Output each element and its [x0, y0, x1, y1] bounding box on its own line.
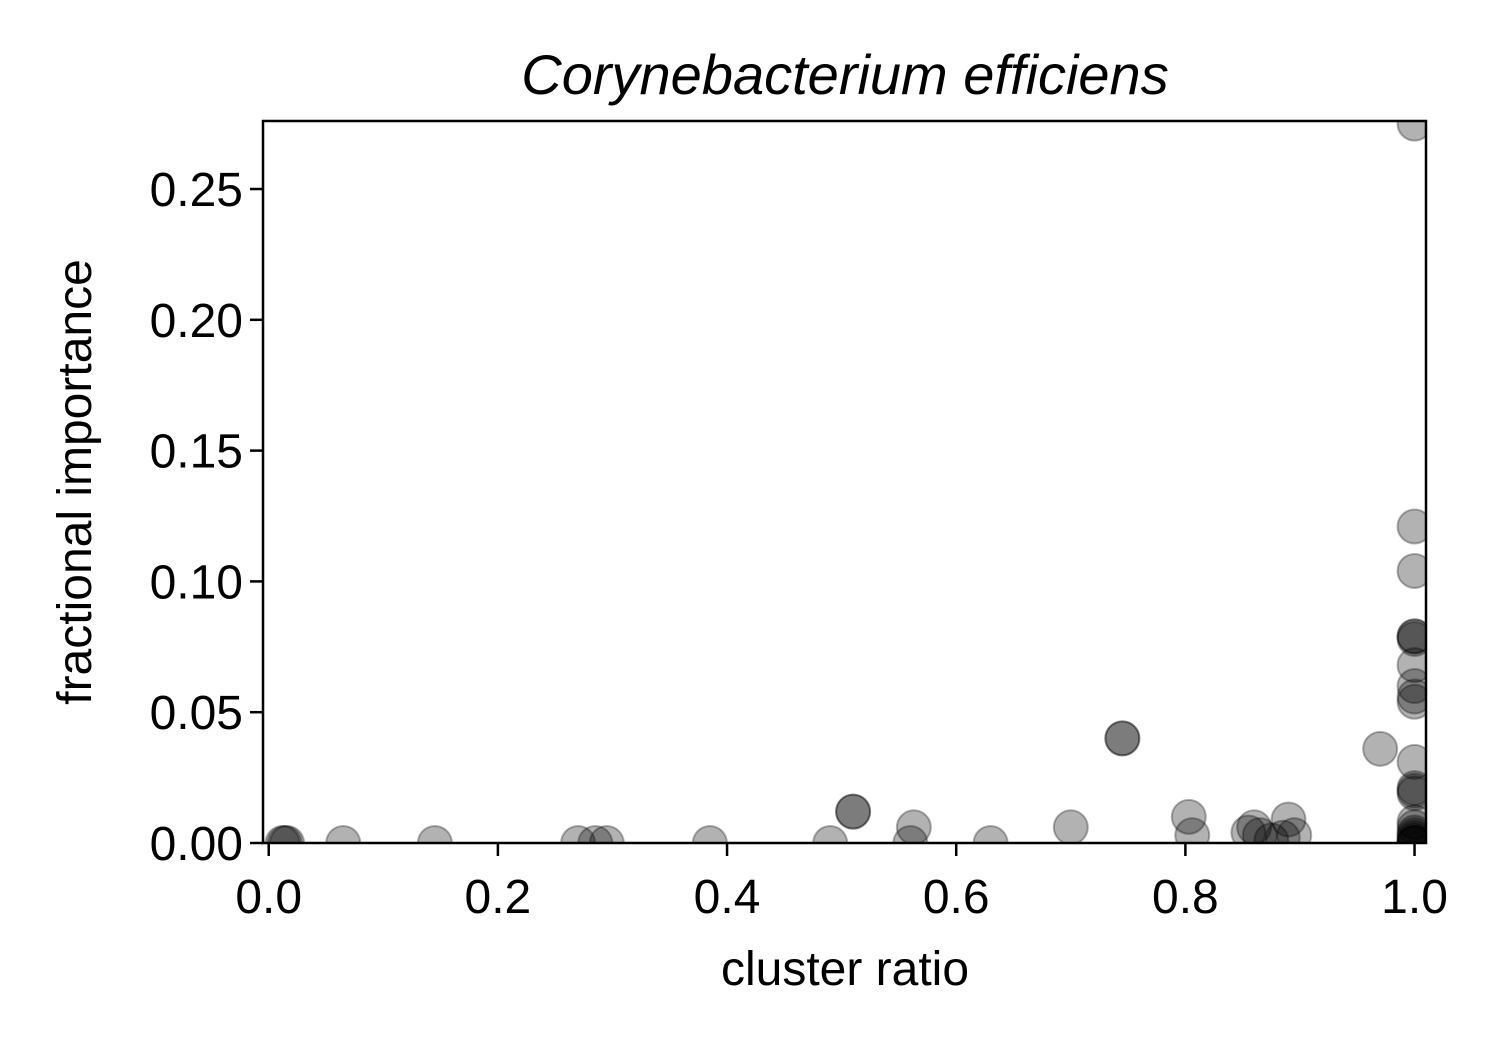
x-tick-label: 0.2	[465, 871, 532, 924]
data-point	[1104, 720, 1141, 757]
y-axis-ticks: 0.00 0.05 0.10 0.15 0.20 0.25	[150, 164, 263, 871]
x-tick-label: 0.4	[694, 871, 761, 924]
data-point	[1396, 772, 1426, 809]
data-point	[1396, 819, 1426, 843]
data-point	[1396, 743, 1426, 780]
data-point	[1396, 678, 1426, 715]
data-point	[1396, 814, 1426, 843]
data-point	[1396, 508, 1426, 545]
data-point	[1236, 809, 1273, 843]
x-tick-label: 0.0	[235, 871, 302, 924]
plot-frame	[261, 119, 1428, 845]
data-point	[1396, 683, 1426, 720]
x-axis-ticks: 0.0 0.2 0.4 0.6 0.8 1.0	[235, 843, 1448, 924]
y-tick-label: 0.05	[150, 687, 243, 740]
data-point	[269, 825, 306, 843]
data-point	[1241, 817, 1278, 843]
x-axis-label: cluster ratio	[721, 943, 969, 996]
data-point	[588, 825, 625, 843]
data-point	[1396, 822, 1426, 843]
data-point	[835, 793, 872, 830]
data-point	[1396, 809, 1426, 843]
data-point	[1253, 822, 1290, 843]
data-point	[266, 825, 303, 843]
data-point	[1270, 801, 1307, 838]
data-point	[972, 825, 1009, 843]
data-point	[1396, 620, 1426, 657]
data-point	[1396, 770, 1426, 807]
data-point	[895, 809, 932, 843]
data-point	[325, 825, 362, 843]
data-point	[1396, 825, 1426, 843]
data-point	[1396, 668, 1426, 705]
data-point	[835, 793, 872, 830]
data-point	[1396, 825, 1426, 843]
data-point	[1052, 809, 1089, 843]
data-point	[812, 825, 849, 843]
x-tick-label: 1.0	[1381, 871, 1448, 924]
data-point	[1276, 817, 1313, 843]
data-point	[1104, 720, 1141, 757]
data-point	[1396, 775, 1426, 812]
data-point	[1396, 121, 1426, 142]
data-point	[1174, 817, 1211, 843]
data-point	[1396, 804, 1426, 841]
data-point	[1396, 647, 1426, 684]
y-axis-label: fractional importance	[49, 259, 102, 705]
data-point	[1230, 814, 1267, 843]
chart-title: Corynebacterium efficiens	[521, 43, 1168, 106]
data-point	[691, 825, 728, 843]
y-tick-label: 0.00	[150, 818, 243, 871]
data-point	[1396, 552, 1426, 589]
y-tick-label: 0.10	[150, 556, 243, 609]
points-layer	[264, 121, 1426, 843]
y-tick-label: 0.25	[150, 164, 243, 217]
data-point	[560, 825, 597, 843]
data-point	[1362, 730, 1399, 767]
data-point	[1264, 819, 1301, 843]
y-tick-label: 0.15	[150, 426, 243, 479]
data-point	[1396, 817, 1426, 843]
data-point	[1396, 618, 1426, 655]
y-tick-label: 0.20	[150, 295, 243, 348]
data-point	[892, 825, 929, 843]
x-tick-label: 0.6	[923, 871, 990, 924]
data-point	[1396, 618, 1426, 655]
data-point	[416, 825, 453, 843]
data-point	[577, 825, 614, 843]
data-point	[1396, 825, 1426, 843]
data-point	[1170, 798, 1207, 835]
x-tick-label: 0.8	[1152, 871, 1219, 924]
data-point	[264, 825, 301, 843]
